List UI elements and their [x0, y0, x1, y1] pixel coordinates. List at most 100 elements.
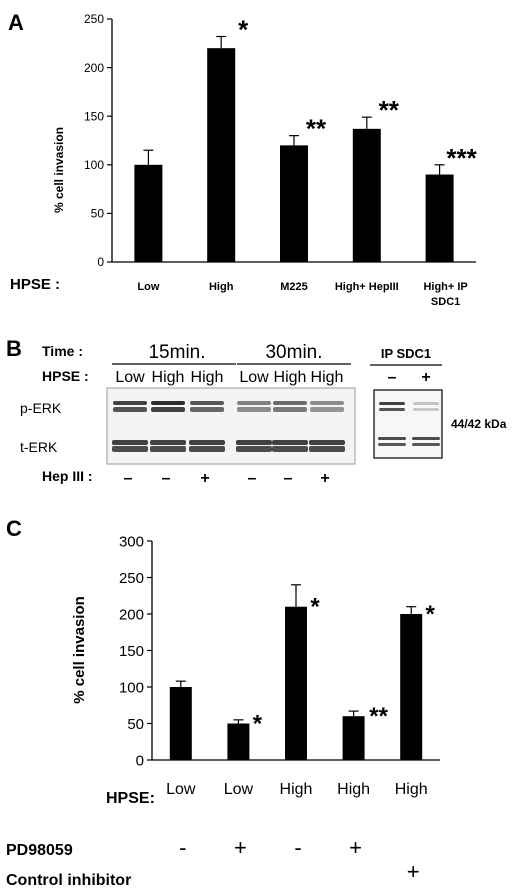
- t-erk-band-upper: [112, 440, 148, 445]
- t-erk-band-lower: [189, 446, 225, 452]
- blot-ip-sdc1-label: IP SDC1: [381, 346, 431, 361]
- blot-hep-lane-mark: –: [284, 470, 293, 487]
- panel-a-category-label: High+ IP: [423, 281, 467, 293]
- y-tick-label: 100: [84, 158, 104, 172]
- significance-label: **: [379, 95, 400, 125]
- p-erk-band-upper: [237, 401, 271, 405]
- significance-label: *: [426, 601, 436, 628]
- p-erk-band-upper: [310, 401, 344, 405]
- p-erk-band-lower: [190, 407, 224, 412]
- bar: [280, 145, 308, 262]
- t-erk-band-lower: [112, 446, 148, 452]
- bar: [285, 606, 307, 760]
- y-tick-label: 50: [91, 207, 105, 221]
- ip-t-erk-band-lower: [412, 443, 440, 446]
- blot-hpse-lane-label: High: [274, 369, 307, 386]
- blot-main-membrane: [106, 387, 356, 465]
- significance-label: **: [306, 114, 327, 144]
- panel-c-category-label: Low: [166, 781, 196, 798]
- blot-time-group-15min: 15min.: [148, 342, 205, 363]
- blot-time-group-30min: 30min.: [265, 342, 322, 363]
- y-tick-label: 200: [119, 606, 144, 623]
- blot-hep-lane-marks: – – + – – +: [124, 470, 330, 487]
- blot-time-label: Time :: [42, 343, 83, 359]
- panel-c-category-label: Low: [224, 781, 254, 798]
- bar: [169, 687, 192, 760]
- blot-hpse-lane-label: High: [191, 369, 224, 386]
- panel-a-category-label: M225: [280, 281, 308, 293]
- p-erk-band-upper: [273, 401, 307, 405]
- blot-hpse-lane-label: High: [311, 369, 344, 386]
- bar: [227, 723, 250, 760]
- treatment-mark: -: [294, 835, 301, 860]
- panel-a-category-label: High+ HepIII: [335, 281, 399, 293]
- blot-row-t-erk: t-ERK: [20, 439, 58, 455]
- p-erk-band-upper: [151, 401, 185, 405]
- panel-c-category-label: High: [337, 781, 370, 798]
- blot-size-label: 44/42 kDa: [451, 417, 507, 431]
- y-tick-label: 300: [119, 533, 144, 550]
- t-erk-band-lower: [309, 446, 345, 452]
- t-erk-band-upper: [189, 440, 225, 445]
- bar: [400, 614, 423, 760]
- y-tick-label: 150: [119, 643, 144, 660]
- t-erk-band-lower: [236, 446, 272, 452]
- y-tick-label: 50: [127, 716, 144, 733]
- y-tick-label: 100: [119, 679, 144, 696]
- bar: [342, 716, 365, 760]
- panel-c-category-label: High: [280, 781, 313, 798]
- panel-c-hpse-label: HPSE:: [106, 790, 155, 807]
- p-erk-band-lower: [310, 407, 344, 412]
- t-erk-band-upper: [150, 440, 186, 445]
- ip-p-erk-band-lower: [379, 408, 405, 411]
- y-tick-label: 150: [84, 109, 104, 123]
- blot-ip-membrane: [373, 389, 443, 459]
- blot-hpse-lane-labels: Low High High Low High High: [115, 369, 343, 386]
- panel-a-hpse-label: HPSE :: [10, 276, 60, 293]
- ip-t-erk-band-upper: [412, 437, 440, 440]
- p-erk-band-lower: [273, 407, 307, 412]
- t-erk-band-lower: [150, 446, 186, 452]
- panel-c-bars: *****: [169, 584, 436, 760]
- significance-label: *: [310, 594, 320, 621]
- significance-label: ***: [446, 143, 477, 173]
- p-erk-band-upper: [113, 401, 147, 405]
- t-erk-band-lower: [272, 446, 308, 452]
- blot-hep-label: Hep III :: [42, 468, 93, 484]
- t-erk-band-upper: [236, 440, 272, 445]
- p-erk-band-lower: [113, 407, 147, 412]
- t-erk-band-upper: [272, 440, 308, 445]
- blot-ip-lane-mark: –: [388, 369, 397, 386]
- panel-c-category-label: High: [395, 781, 428, 798]
- blot-hep-lane-mark: –: [124, 470, 133, 487]
- ip-p-erk-band-upper: [413, 402, 439, 405]
- bar: [134, 164, 163, 262]
- blot-row-p-erk: p-ERK: [20, 400, 62, 416]
- significance-label: *: [253, 711, 263, 738]
- treatment-mark: +: [234, 835, 247, 860]
- panel-a-y-axis-label: % cell invasion: [52, 127, 66, 213]
- panel-letter-c: C: [6, 516, 22, 541]
- y-tick-label: 0: [97, 255, 104, 269]
- panel-c-axes: 0 50 100 150 200 250 300: [119, 533, 440, 769]
- treatment-mark: -: [179, 835, 186, 860]
- bar: [425, 174, 454, 262]
- panel-c-treatments: PD98059 - + - + Control inhibitor +: [6, 835, 420, 889]
- y-tick-label: 200: [84, 61, 104, 75]
- blot-hep-lane-mark: –: [162, 470, 171, 487]
- blot-hpse-lane-label: Low: [115, 369, 145, 386]
- treatment-mark: +: [407, 859, 420, 884]
- panel-c-category-labels: Low Low High High High: [166, 781, 428, 798]
- treatment-mark: +: [349, 835, 362, 860]
- blot-ip-lane-marks: – +: [388, 369, 431, 386]
- panel-a-category-label: High: [209, 281, 234, 293]
- panel-letter-b: B: [6, 336, 22, 361]
- treatment-label: Control inhibitor: [6, 872, 131, 889]
- blot-hpse-lane-label: Low: [239, 369, 269, 386]
- y-tick-label: 250: [119, 570, 144, 587]
- y-tick-label: 0: [136, 752, 144, 769]
- blot-hpse-lane-label: High: [152, 369, 185, 386]
- p-erk-band-upper: [190, 401, 224, 405]
